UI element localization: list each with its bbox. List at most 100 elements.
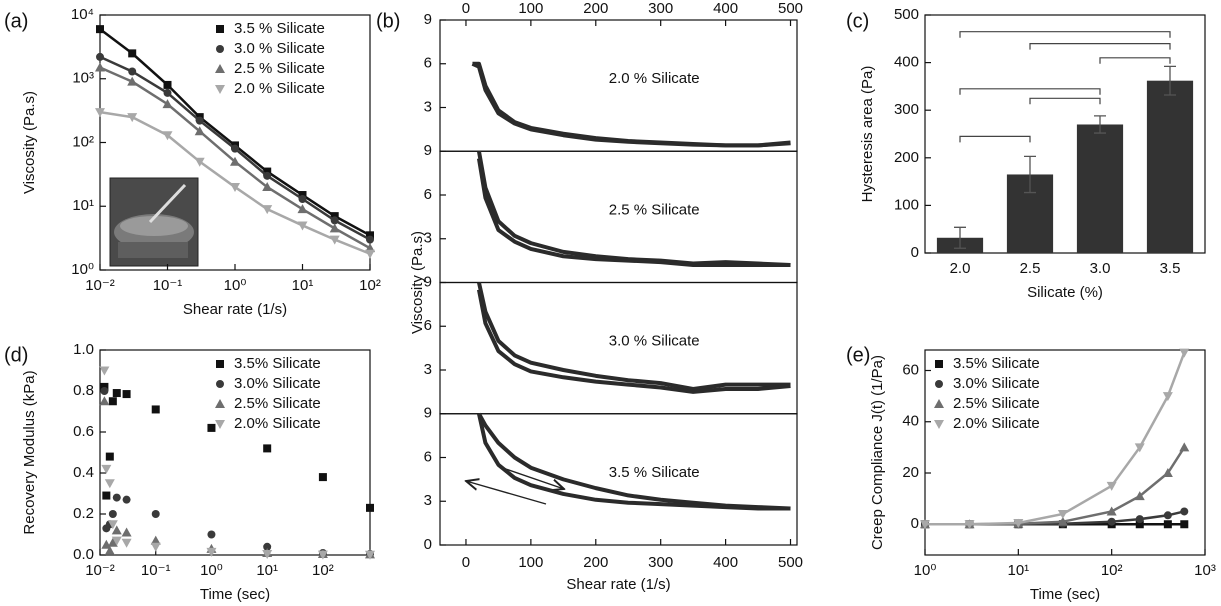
plot-frame [99, 349, 371, 556]
y-tick-label: 6 [424, 55, 432, 72]
y-tick-label: 10² [72, 133, 94, 150]
data-point [297, 221, 308, 231]
annotation: 3.0 % Silicate [609, 333, 700, 350]
x-axis-title: Shear rate (1/s) [183, 301, 287, 318]
data-point [207, 530, 216, 539]
data-point [1134, 491, 1145, 501]
panel-label: (e) [846, 344, 870, 366]
data-point [330, 216, 339, 225]
y-tick-label: 9 [424, 11, 432, 28]
data-point [1135, 520, 1144, 529]
legend-label: 3.0 % Silicate [234, 40, 325, 57]
y-tick-label: 3 [424, 361, 432, 378]
x-axis-title: Time (sec) [200, 586, 270, 603]
data-point [263, 444, 272, 453]
x-tick-label: 400 [713, 554, 738, 571]
x-tick-label: 10⁰ [200, 562, 223, 579]
legend-label: 3.0% Silicate [953, 375, 1040, 392]
plot-frame [924, 14, 1206, 254]
data-point [1134, 443, 1145, 453]
legend-marker [935, 360, 943, 368]
x-tick-label: 400 [713, 0, 738, 17]
annotation: 2.0 % Silicate [609, 70, 700, 87]
data-point [1057, 516, 1068, 526]
data-point [1180, 507, 1189, 516]
series-line [477, 412, 791, 511]
legend-label: 2.5 % Silicate [234, 60, 325, 77]
x-tick-label: 0 [462, 554, 470, 571]
bar [1076, 124, 1124, 253]
data-point [366, 231, 374, 240]
data-point [263, 542, 272, 551]
error-bar [1024, 155, 1036, 194]
data-point [150, 542, 161, 552]
data-point [920, 520, 930, 530]
plot-frame [924, 349, 1206, 556]
panel-label: (c) [846, 10, 869, 32]
y-tick-label: 60 [902, 361, 919, 378]
y-tick-label: 0 [424, 536, 432, 553]
y-tick-label: 100 [894, 196, 919, 213]
y-tick-label: 3 [424, 230, 432, 247]
x-tick-label: 0 [462, 0, 470, 17]
legend-label: 3.5% Silicate [234, 355, 321, 372]
x-tick-label: 10⁻¹ [153, 277, 183, 294]
x-tick-label: 200 [583, 554, 608, 571]
x-tick-label: 10³ [1194, 562, 1216, 579]
y-tick-label: 9 [424, 142, 432, 159]
x-tick-label: 10¹ [292, 277, 314, 294]
data-point [329, 235, 340, 245]
data-point [102, 491, 111, 500]
legend-marker [934, 420, 944, 429]
legend-label: 2.0% Silicate [953, 415, 1040, 432]
data-point [297, 204, 308, 214]
y-axis-title: Viscosity (Pa.s) [21, 91, 38, 194]
data-point [1163, 520, 1172, 529]
error-bar [1094, 115, 1106, 134]
data-point [964, 520, 975, 530]
y-tick-label: 40 [902, 413, 919, 430]
x-tick-label: 10¹ [1007, 562, 1029, 579]
y-axis-title: Creep Compliance J(t) (1/Pa) [869, 355, 886, 550]
data-point [1013, 518, 1024, 528]
data-point [162, 131, 173, 141]
significance-brackets [959, 31, 1171, 143]
x-tick-label: 10² [1101, 562, 1123, 579]
x-tick-label: 2.0 [950, 260, 971, 277]
panel-label: (d) [4, 344, 28, 366]
x-tick-label: 3.5 [1160, 260, 1181, 277]
data-point [127, 113, 138, 123]
data-point [195, 116, 204, 125]
legend-marker [934, 399, 944, 408]
error-bar [1164, 65, 1176, 96]
data-point [95, 62, 105, 72]
data-point [150, 535, 161, 545]
y-tick-label: 0.2 [73, 505, 94, 522]
y-tick-label: 6 [424, 448, 432, 465]
y-tick-label: 10⁰ [71, 261, 94, 278]
x-tick-label: 300 [648, 0, 673, 17]
data-point [1179, 348, 1190, 358]
x-tick-label: 3.0 [1090, 260, 1111, 277]
y-axis-title: Viscosity (Pa.s) [409, 231, 426, 334]
data-point [127, 76, 138, 86]
y-tick-label: 200 [894, 149, 919, 166]
x-axis-title: Silicate (%) [1027, 284, 1103, 301]
x-tick-label: 10² [312, 562, 334, 579]
data-point [366, 235, 374, 244]
y-tick-label: 0.0 [73, 546, 94, 563]
y-tick-label: 10⁴ [71, 6, 94, 23]
data-point [121, 538, 132, 548]
x-tick-label: 500 [778, 554, 803, 571]
y-tick-label: 1.0 [73, 341, 94, 358]
data-point [206, 547, 217, 557]
legend-marker [935, 380, 943, 388]
data-point [1135, 515, 1144, 524]
data-point [107, 537, 118, 547]
data-point [112, 493, 121, 502]
y-tick-label: 0.4 [73, 464, 94, 481]
y-tick-label: 300 [894, 101, 919, 118]
series-line [925, 446, 1186, 526]
data-point [231, 144, 239, 153]
